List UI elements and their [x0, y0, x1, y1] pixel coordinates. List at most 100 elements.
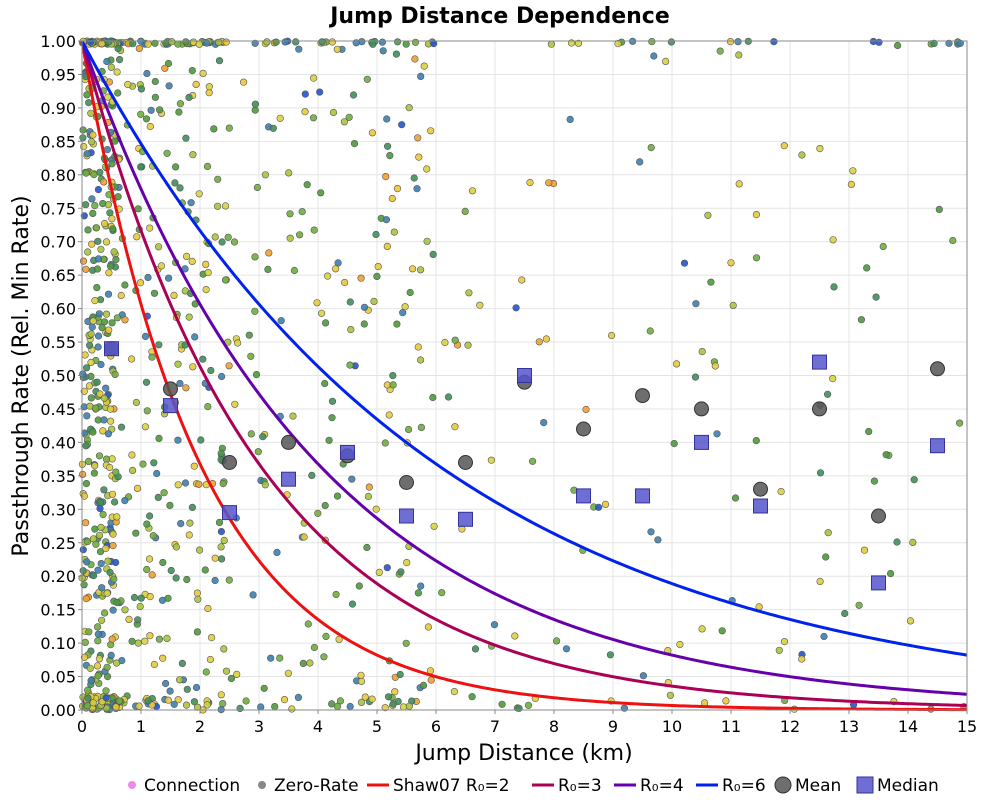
scatter-point [383, 242, 391, 250]
scatter-point [148, 353, 156, 361]
scatter-point [240, 78, 248, 86]
mean-median-markers [104, 341, 945, 591]
scatter-point [718, 627, 726, 635]
scatter-point [153, 469, 161, 478]
scatter-point [218, 372, 226, 381]
scatter-point [752, 211, 761, 219]
scatter-point [661, 57, 670, 66]
scatter-point [97, 523, 105, 532]
scatter-point [328, 38, 336, 46]
scatter-point [148, 571, 156, 579]
scatter-point [301, 108, 309, 116]
scatter-point [94, 637, 102, 645]
scatter-point [386, 152, 394, 160]
scatter-point [79, 567, 87, 575]
scatter-point [83, 150, 91, 158]
scatter-point [94, 255, 103, 263]
legend-item: R₀=6 [696, 776, 766, 796]
scatter-point [444, 393, 453, 401]
scatter-point [322, 319, 330, 327]
scatter-point [98, 584, 106, 592]
x-tick-label: 8 [549, 717, 559, 736]
scatter-point [254, 448, 262, 456]
scatter-point [103, 589, 111, 597]
scatter-point [401, 303, 409, 311]
scatter-point [89, 209, 97, 217]
y-tick-label: 0.05 [40, 668, 76, 687]
scatter-point [93, 265, 102, 273]
y-tick-label: 1.00 [40, 32, 76, 51]
scatter-point [96, 498, 105, 507]
scatter-point [113, 598, 121, 607]
scatter-point [280, 695, 289, 704]
x-axis-ticks: 0 1 2 3 4 5 6 7 8 9 10 11 12 13 14 15 [77, 710, 977, 736]
scatter-point [249, 591, 257, 599]
scatter-point [430, 39, 438, 48]
scatter-point [195, 190, 203, 198]
scatter-point [526, 178, 534, 187]
scatter-point [680, 259, 689, 267]
scatter-point [389, 372, 397, 380]
scatter-point [816, 469, 825, 477]
scatter-point [90, 171, 98, 179]
scatter-point [95, 655, 103, 663]
scatter-point [156, 106, 164, 114]
scatter-point [417, 582, 425, 590]
grid [81, 40, 968, 711]
scatter-point [390, 228, 398, 236]
scatter-point [841, 609, 849, 618]
scatter-point [211, 576, 219, 585]
scatter-point [910, 476, 918, 484]
scatter-point [306, 659, 314, 667]
scatter-point [92, 224, 101, 232]
scatter-point [414, 589, 423, 597]
scatter-point [97, 559, 105, 568]
mean-point [635, 388, 650, 404]
scatter-point [245, 331, 253, 339]
scatter-point [417, 356, 425, 364]
scatter-point [155, 635, 163, 643]
scatter-point [393, 320, 401, 328]
x-axis-title: Jump Distance (km) [413, 741, 632, 766]
legend-label: R₀=4 [640, 776, 684, 796]
scatter-point [112, 659, 121, 667]
scatter-point [99, 200, 107, 208]
scatter-point [81, 201, 90, 209]
scatter-point [515, 704, 523, 712]
scatter-point [420, 62, 428, 70]
scatter-point [423, 165, 431, 173]
scatter-point [95, 310, 103, 318]
scatter-point [195, 480, 203, 488]
legend: Connection Zero-Rate Shaw07 R₀=2 R₀=3 R₀=4 R₀… [128, 776, 939, 796]
scatter-point [121, 281, 129, 289]
legend-label: Median [877, 776, 939, 796]
scatter-point [292, 38, 300, 46]
scatter-point [438, 589, 446, 597]
scatter-point [296, 231, 304, 239]
scatter-point [128, 637, 136, 645]
scatter-point [143, 520, 151, 528]
scatter-point [320, 653, 328, 661]
scatter-point [185, 313, 193, 321]
legend-swatch [258, 781, 266, 789]
scatter-point [82, 480, 90, 488]
scatter-point [261, 171, 270, 179]
scatter-point [332, 590, 340, 599]
scatter-point [341, 278, 349, 287]
scatter-point [409, 265, 417, 273]
scatter-point [157, 262, 165, 270]
scatter-point [322, 632, 330, 641]
scatter-point [186, 519, 194, 527]
mean-point [812, 401, 827, 417]
scatter-point [399, 309, 407, 317]
scatter-point [87, 358, 95, 367]
scatter-point [247, 352, 255, 360]
scatter-point [106, 417, 115, 425]
scatter-point [704, 211, 712, 219]
scatter-point [86, 38, 95, 46]
scatter-point [110, 575, 118, 583]
scatter-point [88, 195, 96, 203]
y-tick-label: 0.40 [40, 433, 76, 452]
